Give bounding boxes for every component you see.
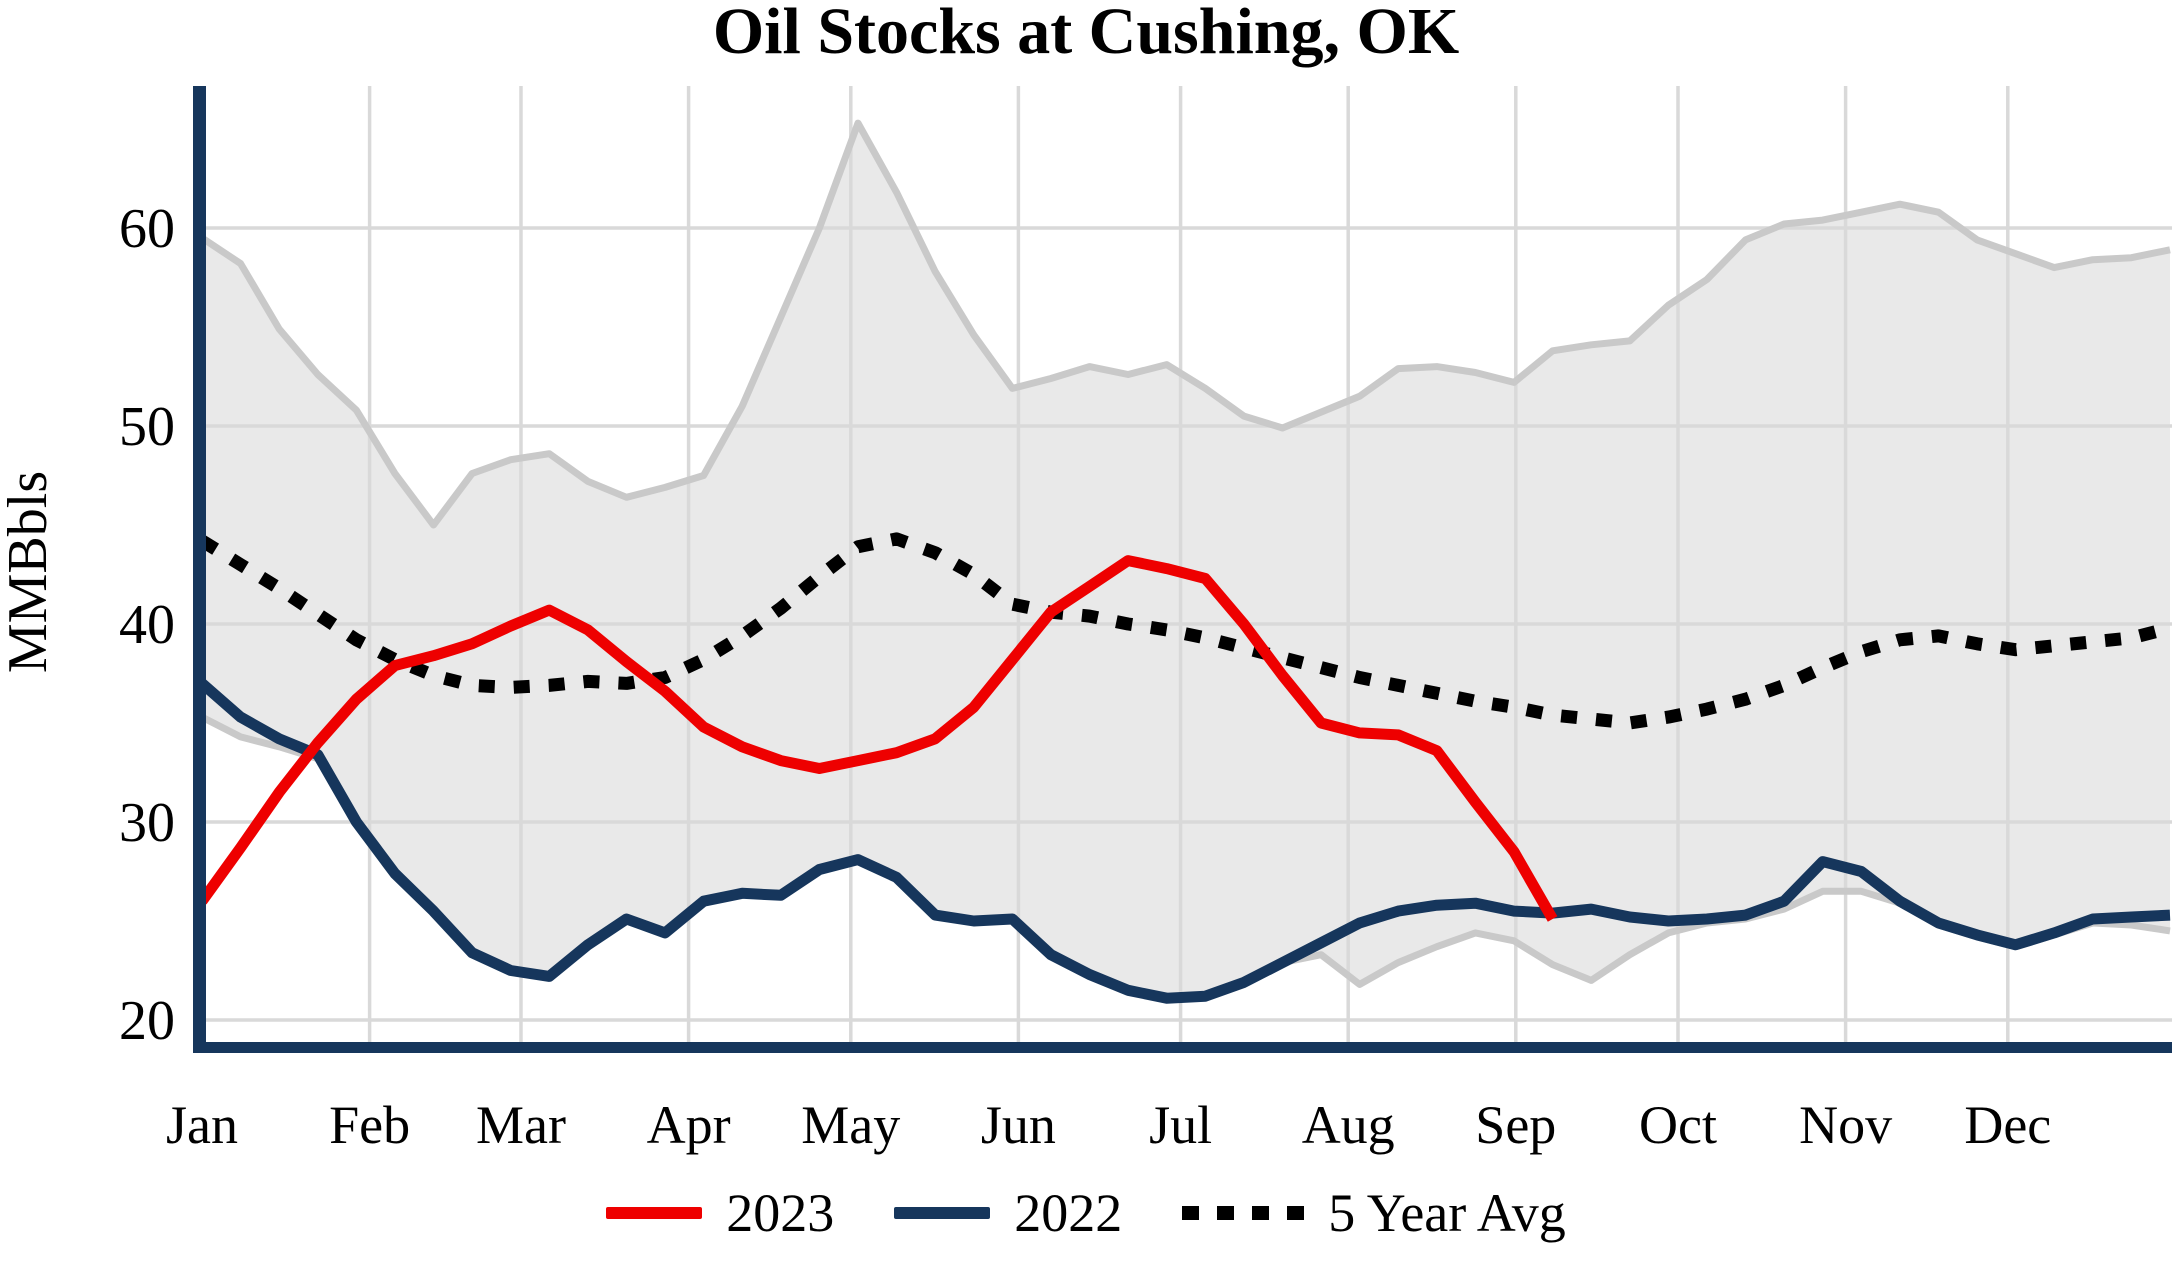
x-tick-label-Jul: Jul xyxy=(1149,1095,1212,1155)
y-axis-title: MMBbls xyxy=(0,470,59,674)
x-tick-label-Jan: Jan xyxy=(166,1095,238,1155)
x-tick-label-Nov: Nov xyxy=(1799,1095,1892,1155)
x-axis-spine xyxy=(193,1042,2172,1053)
y-tick-label-50: 50 xyxy=(119,396,175,458)
x-tick-label-May: May xyxy=(801,1095,900,1155)
x-tick-label-Aug: Aug xyxy=(1302,1095,1395,1155)
legend-label-2023: 2023 xyxy=(726,1183,835,1243)
x-tick-label-Dec: Dec xyxy=(1964,1095,2051,1155)
y-tick-label-40: 40 xyxy=(119,594,175,656)
x-tick-label-Oct: Oct xyxy=(1639,1095,1717,1155)
line-2023 xyxy=(197,555,1558,922)
x-tick-label-Mar: Mar xyxy=(476,1095,566,1155)
legend-swatch-2022 xyxy=(894,1207,991,1219)
x-tick-label-Apr: Apr xyxy=(647,1095,731,1155)
x-tick-label-Sep: Sep xyxy=(1475,1095,1556,1155)
x-tick-label-Feb: Feb xyxy=(329,1095,410,1155)
line-5-year-avg xyxy=(198,532,2172,730)
y-tick-label-60: 60 xyxy=(119,198,175,260)
legend: 2023 2022 5 Year Avg xyxy=(0,1182,2172,1244)
legend-swatch-5yr-avg xyxy=(1182,1206,1305,1220)
y-tick-label-30: 30 xyxy=(119,792,175,854)
band-top-edge xyxy=(200,119,2171,529)
chart-title: Oil Stocks at Cushing, OK xyxy=(712,0,1460,68)
x-tick-label-Jun: Jun xyxy=(981,1095,1056,1155)
legend-label-5yr-avg: 5 Year Avg xyxy=(1328,1183,1566,1243)
y-tick-label-20: 20 xyxy=(119,990,175,1052)
legend-swatch-2023 xyxy=(606,1207,703,1219)
legend-item-5yr-avg: 5 Year Avg xyxy=(1182,1182,1566,1244)
legend-item-2023: 2023 xyxy=(606,1182,834,1244)
line-2022 xyxy=(198,679,2171,1004)
five-year-range-band xyxy=(202,123,2170,999)
legend-label-2022: 2022 xyxy=(1014,1183,1123,1243)
legend-item-2022: 2022 xyxy=(894,1182,1122,1244)
y-axis-spine xyxy=(193,86,206,1053)
